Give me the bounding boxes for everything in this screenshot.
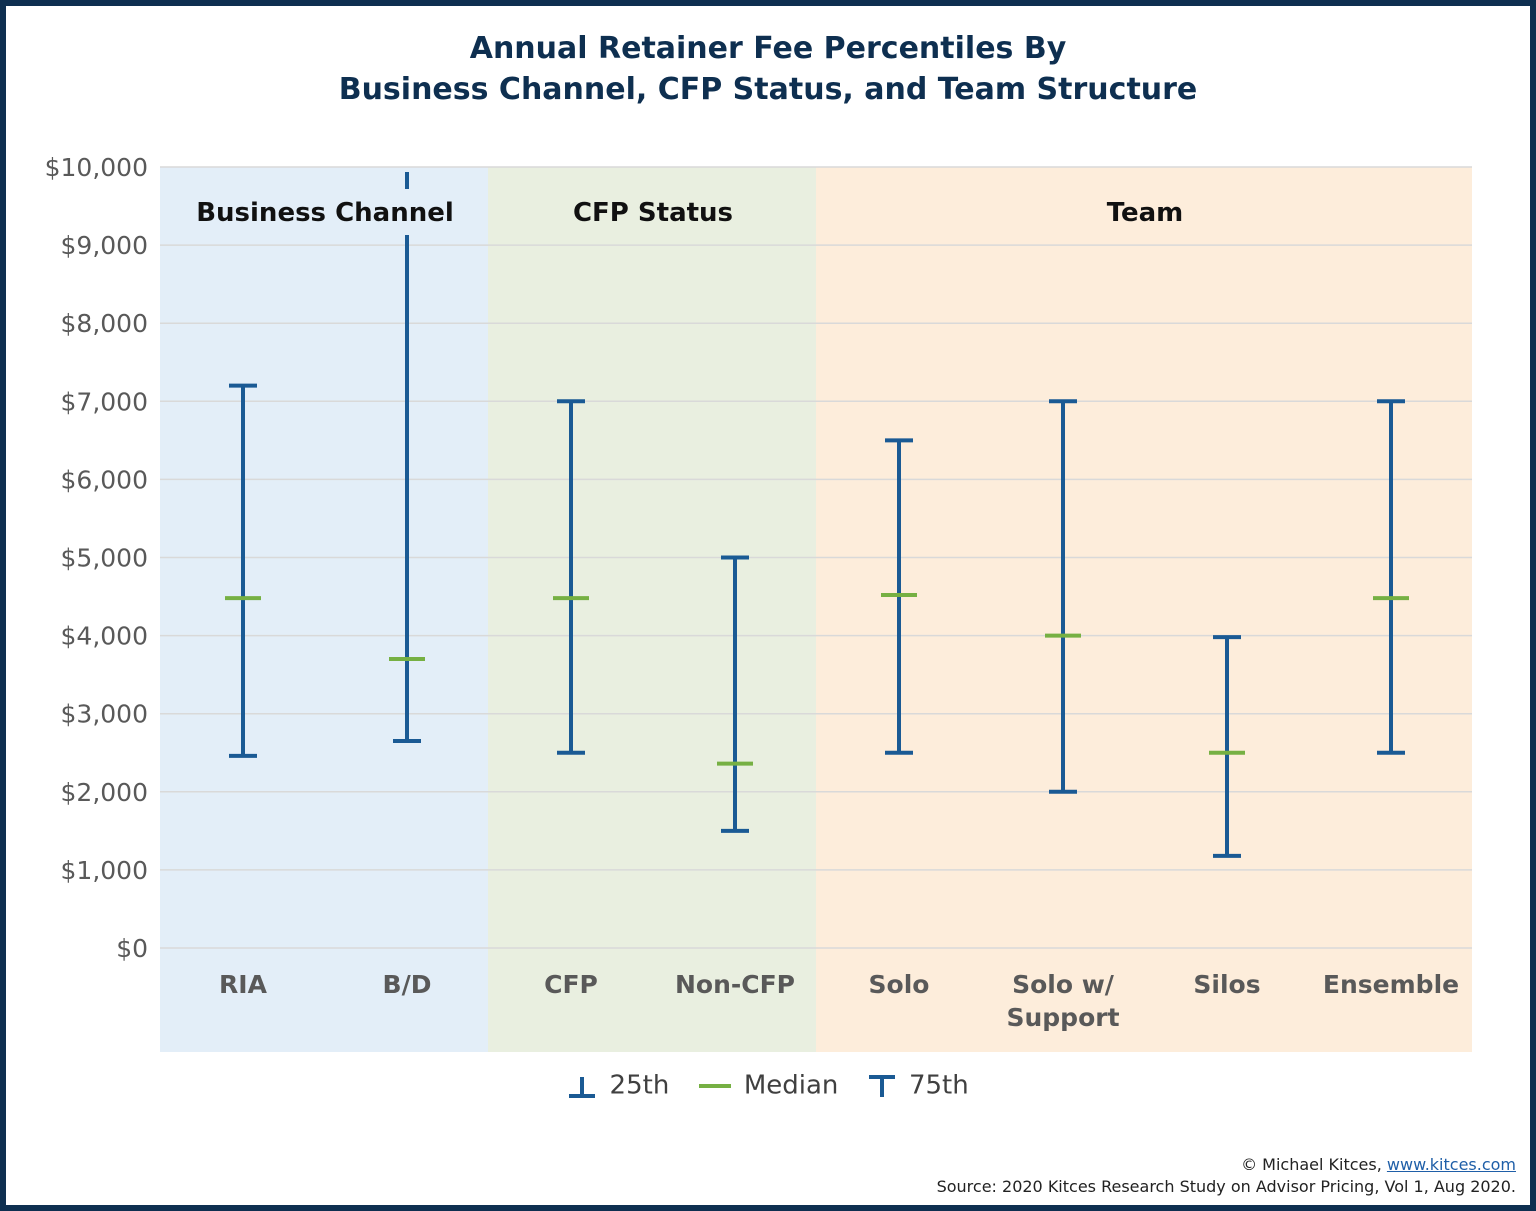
legend-item-75th: 75th <box>867 1070 969 1101</box>
legend-label-75th: 75th <box>908 1070 969 1101</box>
footer-source: Source: 2020 Kitces Research Study on Ad… <box>936 1177 1516 1196</box>
legend-median-icon <box>698 1083 731 1088</box>
y-tick-label-8000: $8,000 <box>61 309 148 338</box>
group-band-business-channel <box>160 167 488 1052</box>
footer-copyright: © Michael Kitces, www.kitces.com <box>1241 1155 1516 1174</box>
legend-label-median: Median <box>743 1070 839 1101</box>
x-category-label-solo-w-support-line-2: Support <box>1006 1003 1119 1032</box>
y-tick-label-2000: $2,000 <box>61 778 148 807</box>
group-label-business-channel: Business Channel <box>196 198 454 228</box>
y-tick-label-7000: $7,000 <box>61 387 148 416</box>
group-label-team: Team <box>1107 198 1184 228</box>
y-tick-label-10000: $10,000 <box>45 153 148 182</box>
legend-75th-icon <box>868 1074 895 1097</box>
group-label-cfp-status: CFP Status <box>573 198 733 228</box>
x-category-label-non-cfp: Non-CFP <box>675 970 795 999</box>
y-tick-label-6000: $6,000 <box>61 465 148 494</box>
x-category-label-ria: RIA <box>219 970 268 999</box>
y-tick-label-5000: $5,000 <box>61 544 148 573</box>
y-tick-label-9000: $9,000 <box>61 231 148 260</box>
legend-label-25th: 25th <box>609 1070 670 1101</box>
legend: 25th Median 75th <box>0 1070 1536 1101</box>
x-category-label-ensemble: Ensemble <box>1323 970 1459 999</box>
legend-25th-icon <box>569 1076 596 1098</box>
y-tick-label-0: $0 <box>116 934 148 963</box>
group-band-team <box>816 167 1472 1052</box>
x-category-label-cfp: CFP <box>544 970 598 999</box>
legend-item-median: Median <box>698 1070 839 1101</box>
chart-title: Annual Retainer Fee Percentiles By Busin… <box>0 28 1536 110</box>
group-band-cfp-status <box>488 167 816 1052</box>
y-tick-label-3000: $3,000 <box>61 700 148 729</box>
y-tick-label-4000: $4,000 <box>61 622 148 651</box>
kitces-link[interactable]: www.kitces.com <box>1386 1155 1516 1174</box>
x-category-label-silos: Silos <box>1193 970 1260 999</box>
chart-title-line-1: Annual Retainer Fee Percentiles By <box>469 31 1067 66</box>
x-category-label-solo-w-support-line-1: Solo w/ <box>1012 970 1115 999</box>
y-tick-label-1000: $1,000 <box>61 856 148 885</box>
chart-title-line-2: Business Channel, CFP Status, and Team S… <box>338 72 1198 107</box>
x-category-label-solo: Solo <box>869 970 930 999</box>
legend-item-25th: 25th <box>567 1070 669 1101</box>
footer: © Michael Kitces, www.kitces.com Source:… <box>937 1154 1516 1198</box>
x-category-label-b-d: B/D <box>383 970 432 999</box>
